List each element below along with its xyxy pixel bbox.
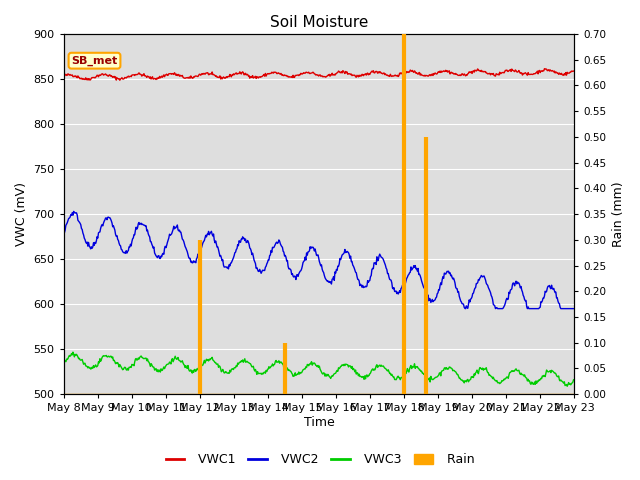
Text: SB_met: SB_met — [72, 56, 118, 66]
Legend:  VWC1,  VWC2,  VWC3,  Rain: VWC1, VWC2, VWC3, Rain — [161, 448, 479, 471]
Y-axis label: VWC (mV): VWC (mV) — [15, 182, 28, 246]
Y-axis label: Rain (mm): Rain (mm) — [612, 181, 625, 247]
X-axis label: Time: Time — [303, 416, 334, 429]
Title: Soil Moisture: Soil Moisture — [270, 15, 368, 30]
